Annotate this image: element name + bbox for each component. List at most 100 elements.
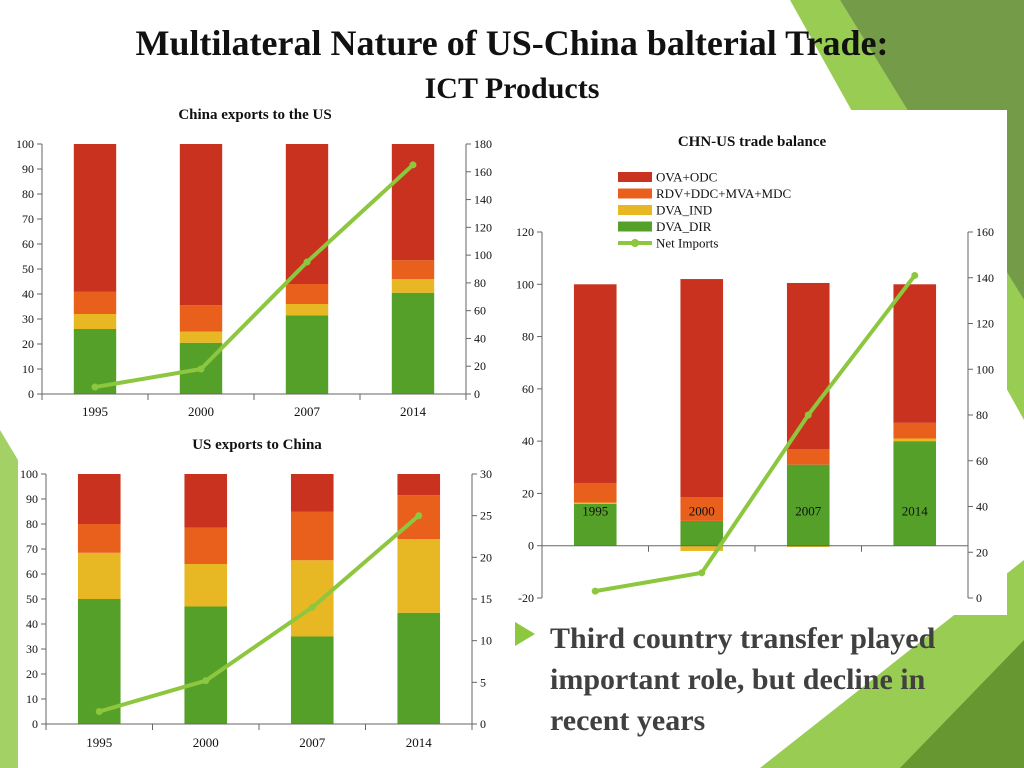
y-tick-label: 60 (522, 382, 534, 396)
y-tick-label: 30 (26, 642, 38, 656)
y2-tick-label: 30 (480, 467, 492, 481)
y2-tick-label: 20 (480, 550, 492, 564)
y2-tick-label: 100 (474, 248, 492, 262)
bar-segment (179, 331, 223, 343)
y2-tick-label: 20 (474, 359, 486, 373)
chart-china-exports: China exports to the US 0 10 20 30 40 50 60 70 80… (16, 107, 492, 419)
slide-title: Multilateral Nature of US-China balteria… (135, 23, 889, 63)
net-imports-line (94, 163, 415, 390)
y2-tick-label: 140 (474, 193, 492, 207)
y2-tick-label: 40 (976, 500, 988, 514)
y-tick-label: 30 (22, 312, 34, 326)
chart-trade-balance: CHN-US trade balance -20 0 20 40 60 80 100 120 0 2… (516, 134, 994, 605)
bar-segment (786, 282, 830, 449)
y-tick-label: 0 (28, 387, 34, 401)
net-imports-point (202, 677, 210, 685)
x-tick-label: 1995 (86, 735, 112, 750)
bar-segment (680, 279, 724, 498)
y-tick-label: 80 (26, 517, 38, 531)
y-tick-label: 10 (22, 362, 34, 376)
bar-segment (680, 520, 724, 546)
legend-label: DVA_IND (656, 203, 712, 218)
x-tick-label: 1995 (82, 404, 108, 419)
bullet-arrow-icon (515, 622, 535, 646)
legend-swatch (618, 205, 652, 215)
bar-segment (786, 545, 830, 548)
net-imports-point (95, 708, 103, 715)
bar-segment (290, 474, 334, 512)
x-tick-label: 2000 (188, 404, 214, 419)
bar-segment (391, 279, 435, 293)
bar-segment (77, 552, 121, 599)
net-imports-point (415, 512, 423, 520)
legend-swatch (618, 172, 652, 182)
y2-tick-label: 20 (976, 545, 988, 559)
net-imports-point (409, 161, 417, 169)
y2-tick-label: 140 (976, 271, 994, 285)
x-tick-label: 2014 (902, 504, 929, 519)
bar-segment (179, 305, 223, 332)
legend-label: Net Imports (656, 236, 718, 251)
y-tick-label: 0 (32, 717, 38, 731)
bar-segment (290, 511, 334, 561)
y-tick-label: 80 (522, 330, 534, 344)
bar-segment (397, 474, 441, 496)
y-tick-label: 90 (26, 492, 38, 506)
net-imports-line (98, 514, 421, 714)
x-tick-label: 2000 (193, 735, 219, 750)
net-imports-point (698, 569, 706, 577)
bar-segment (397, 612, 441, 724)
bar-segment (285, 304, 329, 316)
y2-tick-label: 100 (976, 362, 994, 376)
net-imports-point (308, 603, 316, 611)
y2-tick-label: 40 (474, 331, 486, 345)
legend-swatch (618, 188, 652, 199)
bar-segment (184, 564, 228, 607)
y-tick-label: 90 (22, 162, 34, 176)
bar-segment (573, 284, 617, 483)
bar-segment (893, 441, 937, 546)
y-tick-label: 40 (26, 617, 38, 631)
bar-segment (184, 527, 228, 564)
legend-label: OVA+ODC (656, 170, 717, 185)
y2-tick-label: 160 (976, 225, 994, 239)
net-imports-point (91, 383, 99, 391)
bar-segment (786, 464, 830, 546)
y-tick-label: 0 (528, 539, 534, 553)
y-tick-label: 120 (516, 225, 534, 239)
y-tick-label: 50 (22, 262, 34, 276)
x-tick-label: 2007 (299, 735, 326, 750)
y2-tick-label: 60 (976, 454, 988, 468)
bar-segment (285, 315, 329, 394)
bar-segment (77, 524, 121, 553)
y-tick-label: -20 (518, 591, 534, 605)
bullet-text: Third country transfer played important … (550, 622, 936, 737)
x-tick-label: 2007 (294, 404, 321, 419)
y2-tick-label: 80 (474, 276, 486, 290)
bar-segment (573, 503, 617, 546)
bar-segment (290, 636, 334, 724)
y2-tick-label: 25 (480, 509, 492, 523)
bar-segment (573, 502, 617, 504)
bar-segment (73, 144, 117, 292)
bar-segment (73, 291, 117, 314)
decor-dark-stripe-bottom (900, 640, 1024, 768)
net-imports-point (197, 365, 205, 373)
legend-label: RDV+DDC+MVA+MDC (656, 186, 791, 201)
y-tick-label: 70 (26, 542, 38, 556)
chart-us-exports: US exports to China010203040506070809010… (20, 437, 492, 750)
bar-segment (391, 260, 435, 279)
y2-tick-label: 160 (474, 165, 492, 179)
bar-segment (285, 284, 329, 304)
bar-segment (184, 474, 228, 528)
x-tick-label: 1995 (582, 504, 608, 519)
y2-tick-label: 180 (474, 137, 492, 151)
x-tick-label: 2007 (795, 504, 822, 519)
bar-segment (391, 292, 435, 394)
bar-segment (573, 482, 617, 503)
y-tick-label: 50 (26, 592, 38, 606)
net-imports-point (591, 587, 599, 595)
bar-segment (184, 606, 228, 724)
x-tick-label: 2014 (406, 735, 433, 750)
legend-swatch (618, 221, 652, 232)
